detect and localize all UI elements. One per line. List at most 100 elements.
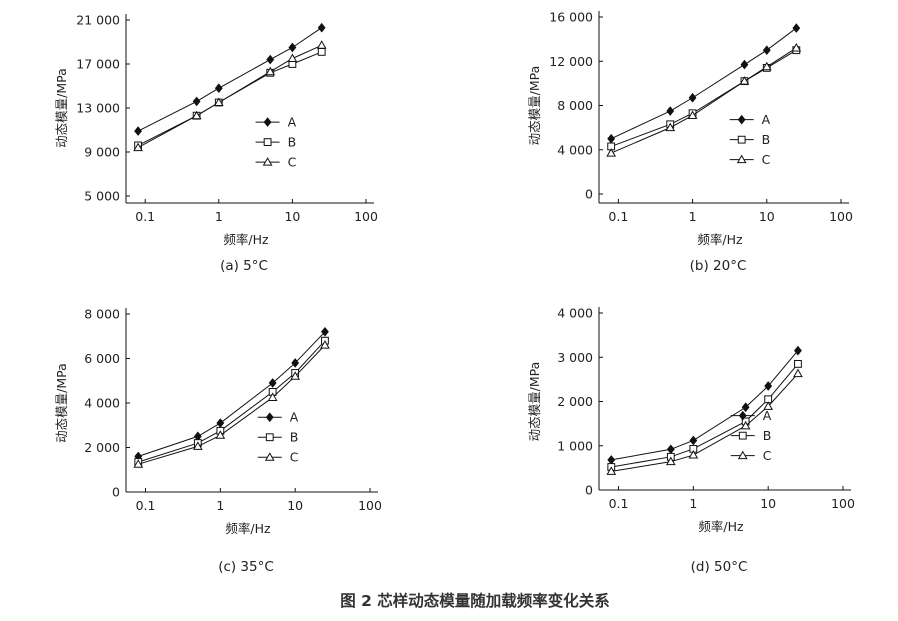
series-line-C — [611, 373, 799, 472]
data-point-C — [320, 340, 330, 349]
y-tick-label: 4 000 — [557, 142, 593, 157]
data-point-C — [739, 76, 750, 85]
legend-label-A: A — [288, 115, 297, 130]
data-point-C — [665, 456, 676, 466]
x-tick-label: 100 — [354, 209, 378, 224]
legend-label-C: C — [763, 448, 772, 463]
legend-label-A: A — [763, 408, 772, 423]
data-point-C — [215, 430, 226, 439]
data-point-A — [740, 59, 749, 70]
data-point-C — [267, 392, 278, 401]
x-tick-label: 10 — [284, 209, 300, 224]
series-line-A — [611, 350, 799, 461]
data-point-A — [764, 381, 773, 391]
y-tick-label: 6 000 — [84, 351, 120, 366]
data-point-C — [192, 441, 203, 450]
series-line-C — [138, 344, 326, 465]
legend-marker-B — [738, 431, 747, 440]
data-point-A — [216, 418, 225, 428]
panel-title: (d) 50°C — [691, 559, 748, 575]
x-tick-label: 1 — [216, 498, 224, 513]
y-tick-label: 16 000 — [549, 10, 593, 25]
chart-panel-4: 0 1 000 2 000 3 000 4 000 0.1 1 10 100 频率/Hz 动态模量/… — [527, 306, 855, 576]
x-tick-label: 1 — [689, 496, 697, 511]
x-axis-label: 频率/Hz — [697, 232, 743, 247]
x-tick-label: 10 — [759, 209, 775, 224]
legend-label-B: B — [288, 135, 297, 150]
y-tick-label: 4 000 — [84, 396, 120, 411]
legend-marker-C — [737, 450, 748, 460]
legend-label-B: B — [763, 428, 772, 443]
data-point-A — [317, 22, 326, 33]
y-tick-label: 8 000 — [84, 307, 120, 322]
data-point-A — [214, 83, 223, 94]
data-point-C — [213, 97, 224, 106]
data-point-C — [793, 368, 803, 378]
data-point-B — [317, 48, 326, 56]
y-axis-label: 动态模量/MPa — [527, 66, 542, 146]
panel-title: (b) 20°C — [690, 258, 747, 274]
data-point-C — [133, 142, 143, 152]
series-line-B — [138, 340, 326, 463]
y-tick-label: 17 000 — [76, 57, 120, 72]
y-tick-label: 0 — [112, 485, 120, 500]
y-tick-label: 2 000 — [84, 440, 120, 455]
y-axis-label: 动态模量/MPa — [54, 363, 69, 443]
data-point-A — [321, 326, 329, 337]
y-tick-label: 0 — [585, 483, 593, 498]
data-point-A — [192, 96, 201, 107]
figure-caption: 图 2 芯样动态模量随加载频率变化关系 — [340, 591, 610, 610]
data-point-A — [688, 92, 697, 103]
data-point-C — [606, 148, 617, 157]
x-tick-label: 1 — [689, 209, 697, 224]
x-tick-label: 1 — [215, 209, 223, 224]
data-point-A — [607, 133, 616, 144]
x-tick-label: 10 — [760, 496, 776, 511]
y-axis-label: 动态模量/MPa — [527, 362, 542, 442]
chart-panel-1: 5 000 9 000 13 000 17 000 21 000 0.1 1 10 100 频率/… — [54, 13, 378, 275]
y-tick-label: 3 000 — [557, 350, 593, 365]
x-axis-label: 频率/Hz — [698, 519, 744, 534]
legend-label-A: A — [762, 112, 771, 127]
legend-marker-B — [263, 138, 272, 146]
data-point-A — [792, 23, 801, 33]
data-point-C — [687, 110, 698, 119]
y-tick-label: 8 000 — [557, 98, 593, 113]
x-axis-label: 频率/Hz — [223, 232, 269, 247]
data-point-A — [291, 358, 300, 368]
y-tick-label: 12 000 — [549, 54, 593, 69]
data-point-B — [794, 359, 802, 368]
x-tick-label: 100 — [831, 496, 855, 511]
series-line-C — [137, 44, 322, 149]
y-tick-label: 21 000 — [76, 13, 120, 28]
y-tick-label: 0 — [585, 187, 593, 202]
legend-marker-B — [265, 433, 274, 442]
data-point-C — [740, 420, 751, 430]
x-tick-label: 100 — [358, 498, 382, 513]
data-point-C — [688, 450, 699, 459]
legend-marker-A — [265, 412, 274, 423]
x-tick-label: 0.1 — [135, 209, 155, 224]
series-line-B — [611, 363, 799, 468]
data-point-A — [266, 54, 275, 65]
y-tick-label: 4 000 — [557, 306, 593, 321]
data-point-C — [265, 66, 276, 76]
legend-label-B: B — [762, 132, 771, 147]
legend-marker-C — [264, 452, 275, 461]
data-point-C — [133, 459, 144, 468]
legend-marker-C — [736, 154, 747, 164]
data-point-A — [762, 45, 771, 56]
panel-title: (a) 5°C — [220, 258, 268, 274]
y-tick-label: 2 000 — [557, 394, 593, 409]
data-point-C — [191, 110, 202, 120]
chart-panel-2: 0 4 000 8 000 12 000 16 000 0.1 1 10 100 频率/Hz 动态模… — [527, 10, 853, 275]
data-point-C — [316, 40, 327, 49]
data-point-C — [763, 401, 774, 410]
series-line-A — [137, 27, 322, 132]
legend-label-C: C — [762, 152, 771, 167]
data-point-A — [288, 42, 297, 53]
data-point-A — [666, 444, 675, 455]
x-tick-label: 100 — [829, 209, 853, 224]
data-point-C — [761, 61, 772, 71]
series-line-C — [610, 47, 797, 154]
